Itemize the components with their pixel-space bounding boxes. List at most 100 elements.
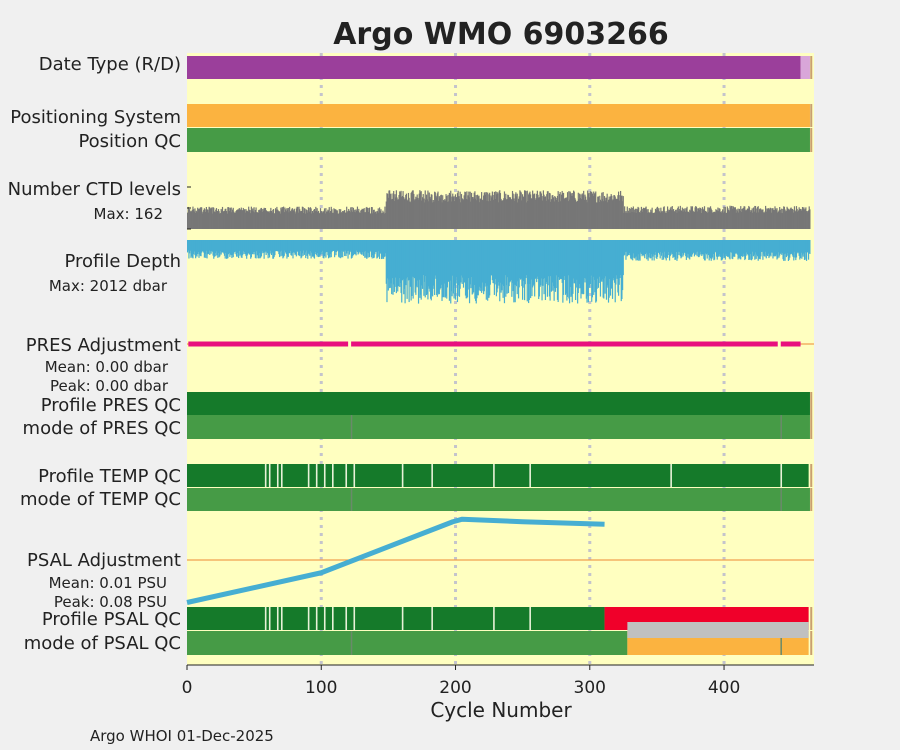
row-label-psal-adjustment: PSAL Adjustment [27,550,181,571]
profile-depth-bar [536,240,538,277]
profile-depth-bar [198,240,200,258]
ctd-level-bar [620,195,622,229]
ctd-level-bar [573,191,575,229]
x-tick-label: 0 [182,678,193,698]
profile-depth-bar [289,240,291,251]
ctd-level-bar [738,212,740,229]
ctd-level-bar [438,196,440,229]
ctd-level-bar [340,209,342,229]
ctd-level-bar [229,207,231,229]
ctd-level-bar [428,192,430,229]
profile-depth-bar [364,240,366,258]
profile-depth-bar [467,240,469,279]
ctd-level-bar [562,193,564,229]
profile-depth-bar [308,240,310,255]
ctd-level-bar [430,194,432,229]
ctd-level-bar [578,198,580,229]
profile-depth-bar [717,240,719,257]
profile-depth-bar [658,240,660,253]
profile-depth-bar [541,240,543,301]
ctd-level-bar [576,201,578,229]
ctd-level-bar [536,193,538,229]
ctd-level-bar [491,191,493,229]
ctd-level-bar [689,210,692,229]
profile-depth-bar [588,240,590,285]
profile-depth-bar [315,240,317,255]
profile-depth-bar [350,240,352,251]
profile-depth-bar [586,240,588,303]
ctd-level-bar [599,199,602,229]
profile-depth-bar [197,240,199,253]
ctd-level-bar [533,193,535,229]
profile-depth-bar [228,240,230,253]
ctd-level-bar [349,212,351,229]
profile-depth-bar [679,240,681,257]
profile-depth-bar [806,240,808,253]
ctd-level-bar [439,198,441,229]
profile-depth-bar [299,240,301,257]
ctd-level-bar [502,200,504,229]
profile-depth-bar [761,240,763,252]
ctd-level-bar [243,209,245,229]
profile-depth-bar [627,240,629,256]
profile-depth-bar [259,240,261,259]
ctd-level-bar [265,210,267,229]
profile-depth-bar [754,240,756,260]
profile-depth-bar [599,240,601,277]
profile-depth-bar [284,240,286,251]
ctd-level-bar [789,210,791,229]
profile-depth-bar [557,240,559,303]
ctd-level-bar [366,207,369,229]
profile-depth-bar [736,240,738,255]
ctd-level-bar [200,207,202,229]
profile-depth-bar [371,240,373,259]
profile-depth-bar [485,240,487,300]
profile-depth-bar [622,240,624,276]
ctd-level-bar [781,208,783,229]
profile-depth-bar [447,240,449,282]
ctd-level-bar [280,207,282,229]
ctd-level-bar [601,199,604,229]
profile-depth-bar [750,240,752,260]
ctd-level-bar [790,207,792,229]
profile-depth-bar [666,240,669,258]
profile-depth-bar [201,240,203,253]
ctd-level-bar [583,199,585,229]
profile-depth-bar [483,240,485,295]
profile-depth-bar [657,240,659,253]
ctd-level-bar [233,213,236,229]
ctd-level-bar [796,208,798,229]
profile-depth-bar [791,240,793,254]
ctd-level-bar [356,206,359,229]
ctd-level-bar [480,198,482,229]
profile-depth-bar [693,240,695,253]
profile-depth-bar [590,240,592,276]
ctd-level-bar [274,213,276,229]
profile-psal-qc-tick [345,607,348,630]
profile-depth-bar [781,240,783,255]
ctd-level-bar [807,212,809,229]
ctd-level-bar [360,209,363,229]
profile-depth-bar [470,240,472,289]
profile-depth-bar [749,240,751,255]
ctd-level-bar [409,201,411,229]
profile-depth-bar [411,240,413,296]
ctd-level-bar [579,193,581,229]
profile-depth-bar [710,240,712,261]
ctd-level-bar [329,211,332,229]
profile-depth-bar [246,240,248,256]
profile-depth-bar [266,240,269,254]
ctd-level-bar [324,213,326,229]
ctd-level-bar [626,206,628,229]
ctd-level-bar [754,205,756,229]
profile-depth-bar [595,240,597,303]
ctd-level-bar [777,211,779,229]
ctd-level-bar [310,208,312,229]
profile-depth-bar [277,240,279,252]
ctd-level-bar [294,211,296,229]
profile-depth-bar [264,240,267,252]
ctd-level-bar [501,200,504,229]
profile-depth-bar [549,240,551,301]
profile-depth-bar [238,240,240,251]
ctd-level-bar [570,193,572,229]
